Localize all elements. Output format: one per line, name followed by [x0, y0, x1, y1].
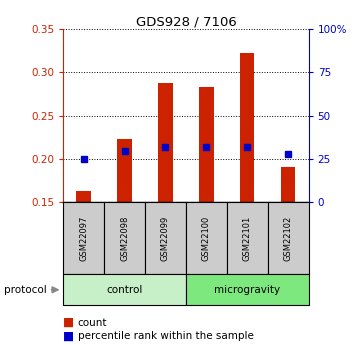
Bar	[104, 202, 145, 274]
Bar	[186, 202, 227, 274]
Bar	[186, 274, 309, 305]
Bar	[77, 191, 91, 202]
Bar	[63, 202, 104, 274]
Bar	[199, 87, 214, 202]
Title: GDS928 / 7106: GDS928 / 7106	[135, 15, 236, 28]
Text: GSM22099: GSM22099	[161, 215, 170, 261]
Text: protocol: protocol	[4, 285, 46, 295]
Text: GSM22098: GSM22098	[120, 215, 129, 261]
Bar	[145, 202, 186, 274]
Bar	[63, 274, 186, 305]
Text: ■: ■	[63, 316, 74, 329]
Text: count: count	[78, 318, 107, 327]
Text: control: control	[106, 285, 143, 295]
Text: GSM22097: GSM22097	[79, 215, 88, 261]
Bar	[240, 52, 255, 202]
Text: microgravity: microgravity	[214, 285, 280, 295]
Bar	[117, 139, 132, 202]
Text: GSM22102: GSM22102	[284, 215, 293, 261]
Text: GSM22101: GSM22101	[243, 215, 252, 261]
Bar	[268, 202, 309, 274]
Bar	[227, 202, 268, 274]
Bar	[158, 83, 173, 202]
Bar	[281, 167, 295, 202]
Text: GSM22100: GSM22100	[202, 215, 211, 261]
Text: ■: ■	[63, 330, 74, 343]
Text: percentile rank within the sample: percentile rank within the sample	[78, 332, 253, 341]
